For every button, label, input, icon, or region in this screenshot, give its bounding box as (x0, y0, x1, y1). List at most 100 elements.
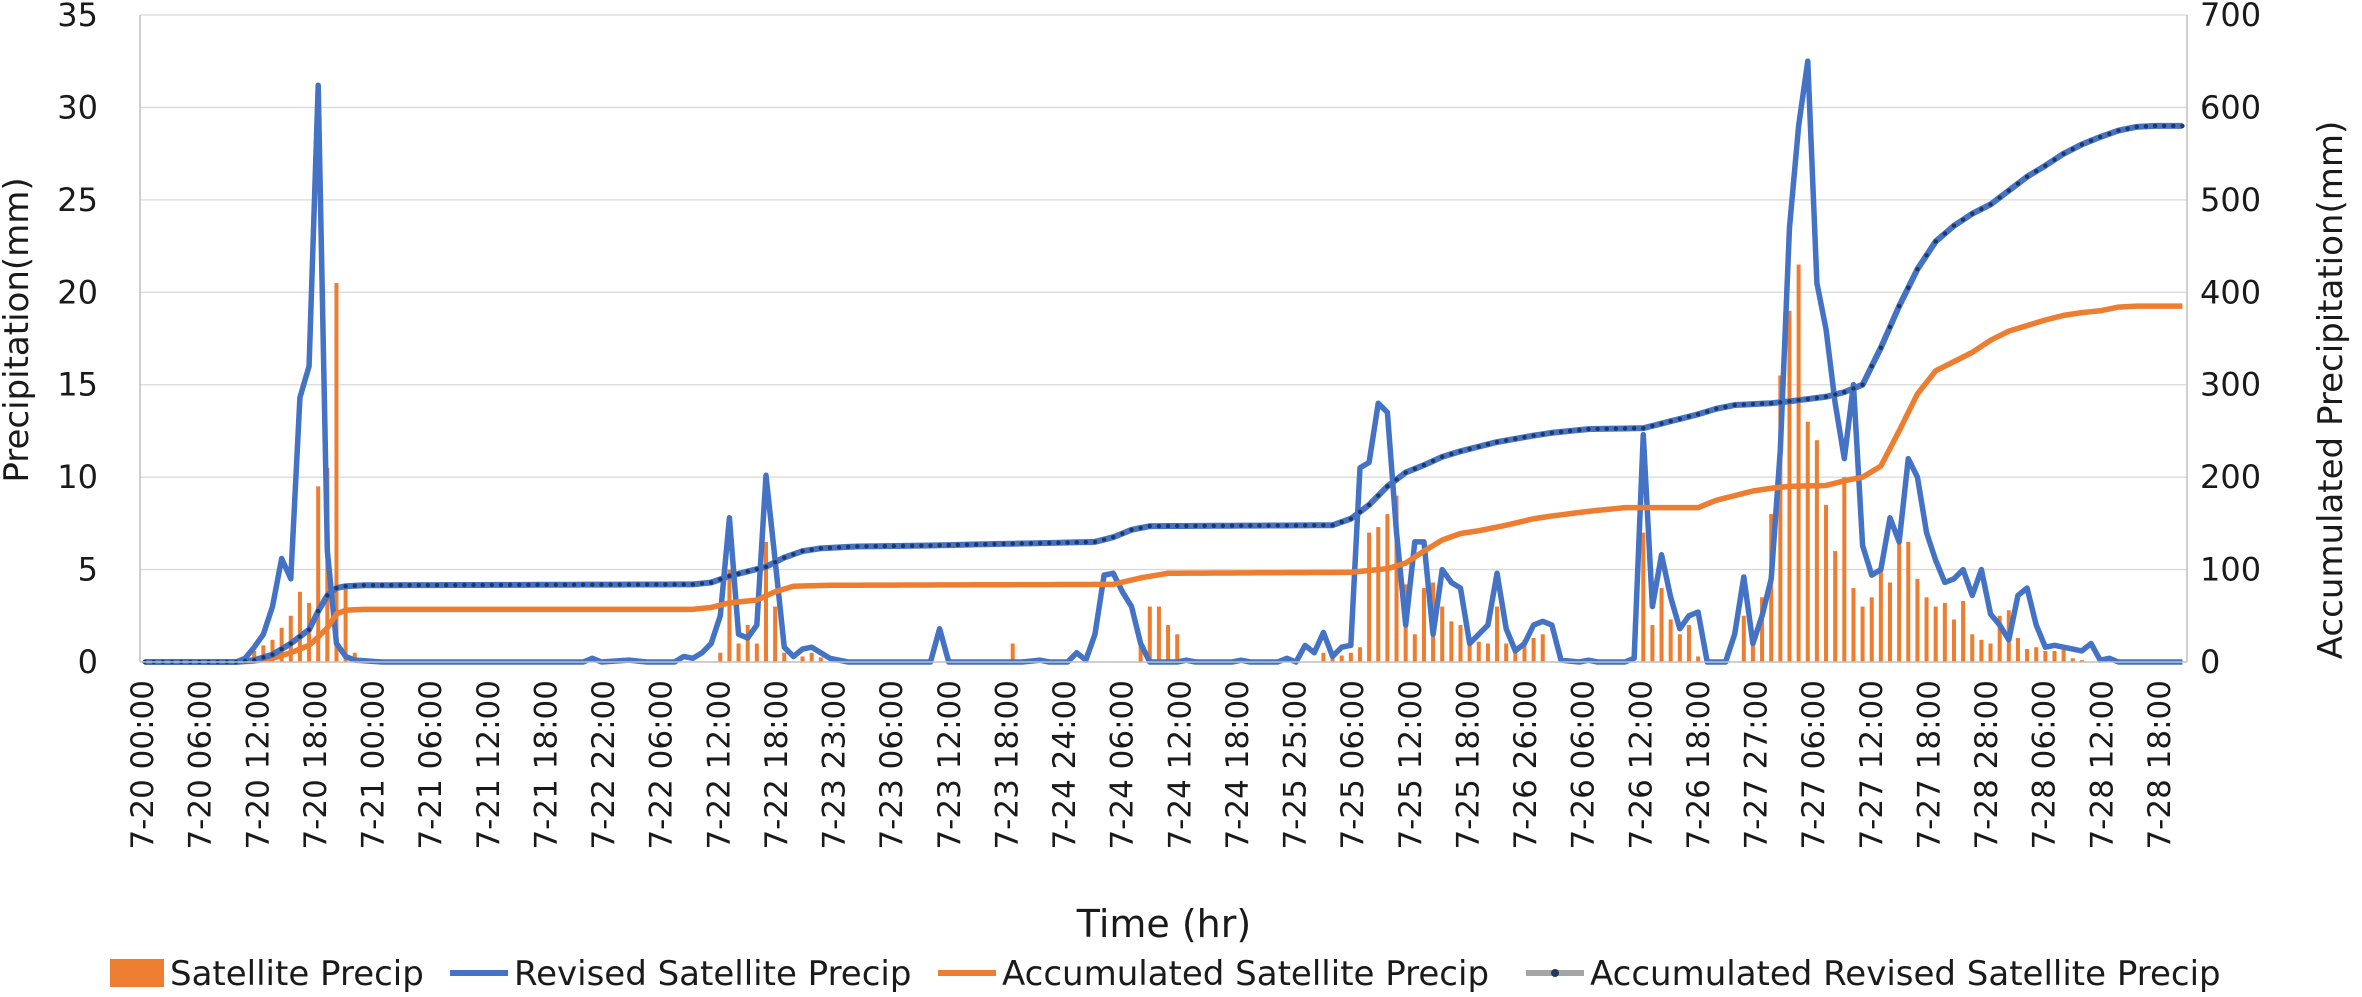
accumulated-revised-marker (1513, 436, 1518, 441)
left-y-tick-labels: 0 5 10 15 20 25 30 35 (57, 0, 98, 681)
accumulated-revised-marker (2152, 123, 2158, 129)
accumulated-revised-marker (727, 573, 732, 579)
satellite-precip-bar (1933, 606, 1938, 662)
accumulated-revised-marker (1010, 541, 1015, 546)
accumulated-revised-marker (809, 547, 814, 552)
accumulated-revised-marker (718, 577, 723, 582)
satellite-precip-bar (1641, 532, 1646, 662)
x-tick-label: 7-27 27:00 (1739, 680, 1775, 850)
accumulated-revised-marker (1184, 523, 1189, 529)
accumulated-revised-marker (836, 545, 842, 550)
accumulated-revised-marker (416, 582, 421, 588)
x-tick-label: 7-21 06:00 (413, 680, 449, 850)
satellite-precip-bar (1851, 588, 1856, 662)
accumulated-revised-marker (1732, 402, 1737, 408)
accumulated-revised-marker (1951, 223, 1957, 228)
accumulated-revised-marker (489, 582, 495, 588)
legend-label-satellite-precip: Satellite Precip (170, 954, 424, 994)
accumulated-revised-marker (1348, 516, 1354, 521)
x-tick-label: 7-23 18:00 (989, 680, 1025, 850)
accumulated-revised-marker (1851, 386, 1856, 391)
accumulated-revised-marker (1796, 397, 1801, 403)
accumulated-revised-marker (1220, 523, 1226, 528)
accumulated-revised-marker (791, 552, 796, 557)
x-tick-label: 7-22 12:00 (701, 680, 737, 850)
accumulated-revised-marker (2097, 134, 2103, 140)
accumulated-revised-marker (1421, 462, 1427, 468)
accumulated-revised-marker (1056, 540, 1061, 545)
accumulated-revised-marker (1092, 539, 1098, 545)
accumulated-revised-marker (2143, 124, 2149, 129)
satellite-precip-bar (270, 639, 275, 662)
x-tick-label: 7-24 06:00 (1105, 680, 1141, 850)
accumulated-revised-marker (2171, 123, 2176, 129)
accumulated-revised-marker (873, 544, 878, 549)
y2-tick-label: 500 (2200, 181, 2261, 219)
accumulated-revised-marker (434, 582, 440, 588)
accumulated-revised-marker (827, 545, 833, 551)
accumulated-revised-marker (955, 542, 961, 548)
accumulated-revised-marker (1595, 426, 1600, 432)
accumulated-revised-marker (1942, 231, 1948, 236)
accumulated-revised-marker (1906, 285, 1911, 290)
satellite-precip-bar (1696, 656, 1701, 662)
x-tick-label: 7-27 18:00 (1912, 680, 1948, 850)
satellite-precip-bar (1376, 527, 1381, 662)
accumulated-revised-marker (1001, 541, 1006, 547)
satellite-precip-bar (1138, 643, 1143, 662)
satellite-precip-bar (2079, 660, 2084, 662)
accumulated-revised-marker (1641, 425, 1646, 431)
satellite-precip-bar (1869, 597, 1874, 662)
x-tick-label: 7-28 28:00 (1969, 680, 2005, 850)
satellite-precip-bar (2015, 637, 2020, 662)
satellite-precip-bar (1760, 597, 1765, 662)
y2-tick-label: 100 (2200, 551, 2261, 589)
accumulated-revised-marker (1842, 389, 1847, 395)
accumulated-revised-marker (1138, 525, 1143, 531)
satellite-precip-bar (1951, 619, 1956, 662)
accumulated-revised-marker (462, 582, 467, 588)
satellite-precip-bar (2061, 647, 2066, 662)
accumulated-revised-marker (361, 583, 367, 588)
y-axis-title: Precipitation(mm) (0, 177, 37, 482)
y2-tick-label: 600 (2200, 88, 2261, 126)
accumulated-revised-marker (288, 641, 293, 646)
accumulated-revised-marker (919, 543, 924, 548)
accumulated-revised-marker (617, 582, 622, 587)
x-tick-label: 7-28 12:00 (2084, 680, 2120, 850)
accumulated-revised-marker (1622, 426, 1628, 431)
accumulated-revised-marker (443, 582, 449, 588)
accumulated-revised-marker (517, 582, 522, 588)
accumulated-revised-marker (1412, 466, 1418, 472)
accumulated-revised-marker (1019, 541, 1025, 546)
x-tick-label: 7-24 18:00 (1220, 680, 1256, 850)
satellite-precip-bar (343, 588, 348, 662)
accumulated-revised-marker (1156, 523, 1162, 529)
accumulated-revised-marker (1467, 446, 1472, 452)
accumulated-revised-marker (1266, 523, 1271, 528)
accumulated-revised-marker (590, 582, 595, 587)
satellite-precip-bar (1997, 615, 2002, 662)
accumulated-revised-marker (471, 582, 476, 588)
accumulated-revised-marker (1695, 412, 1701, 417)
accumulated-revised-marker (1558, 429, 1564, 435)
x-tick-label: 7-20 00:00 (125, 680, 161, 850)
x-tick-label: 7-24 12:00 (1162, 680, 1198, 850)
accumulated-revised-marker (1631, 426, 1637, 431)
accumulated-revised-marker (279, 646, 284, 652)
accumulated-revised-marker (2079, 142, 2085, 147)
accumulated-revised-marker (644, 582, 650, 587)
accumulated-revised-marker (1238, 523, 1244, 528)
satellite-precip-bar (297, 591, 302, 662)
accumulated-revised-marker (2006, 188, 2012, 193)
y2-tick-label: 200 (2200, 458, 2261, 496)
accumulated-revised-marker (407, 582, 412, 588)
accumulated-revised-marker (2116, 128, 2121, 133)
gridlines (140, 14, 2187, 571)
accumulated-revised-marker (1229, 523, 1235, 528)
x-tick-label: 7-28 18:00 (2142, 680, 2178, 850)
accumulated-revised-marker (1165, 523, 1171, 529)
accumulated-revised-marker (544, 582, 549, 587)
accumulated-revised-marker (1028, 541, 1034, 546)
accumulated-revised-marker (1193, 523, 1198, 529)
